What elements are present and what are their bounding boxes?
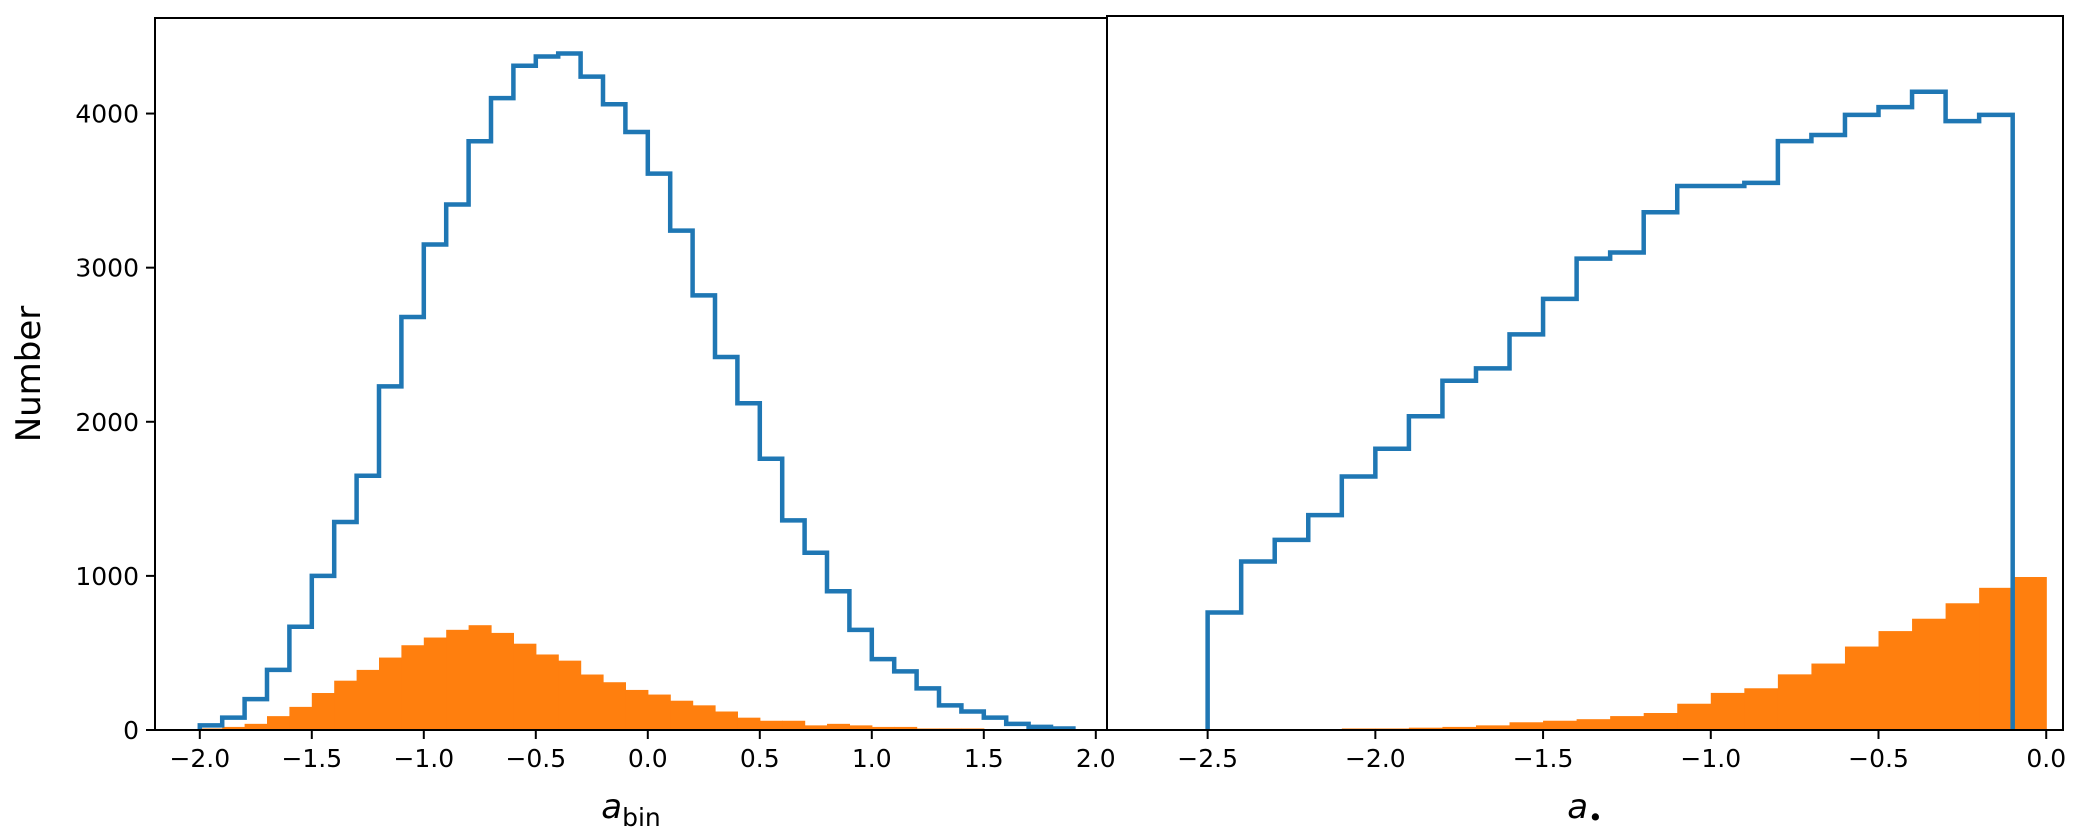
histogram-bar xyxy=(267,716,290,730)
x-axis-label-subscript: • xyxy=(1588,803,1603,832)
x-tick-label: −1.0 xyxy=(1680,744,1741,773)
x-tick-label: 1.5 xyxy=(964,744,1004,773)
histogram-bar xyxy=(1744,688,1779,730)
histogram-bar xyxy=(1777,674,1813,730)
histogram-bar xyxy=(871,726,895,730)
x-axis-label-main: a xyxy=(1567,787,1588,827)
x-tick-label: −2.0 xyxy=(1345,744,1406,773)
histogram-bar xyxy=(446,629,470,730)
x-axis-label: abin xyxy=(601,787,661,832)
histogram-bar xyxy=(1844,646,1880,730)
x-tick-label: 1.0 xyxy=(852,744,892,773)
right-histogram-panel: −2.5 −2.0 −1.5 −1.0 −0.5 0.0 a• xyxy=(1106,15,2066,832)
histogram-bar xyxy=(647,694,671,730)
histogram-bar xyxy=(1475,725,1511,730)
histogram-bar xyxy=(894,726,918,730)
x-axis-label-main: a xyxy=(601,787,622,827)
histogram-bar xyxy=(1710,692,1745,730)
histogram-bar xyxy=(625,689,649,730)
histogram-bar xyxy=(827,723,850,730)
y-tick-label: 1000 xyxy=(75,562,139,591)
histogram-bar xyxy=(580,674,604,730)
histogram-bar xyxy=(222,726,246,730)
x-tick-label: −1.5 xyxy=(1513,744,1574,773)
histogram-bar xyxy=(782,720,806,730)
histogram-bar xyxy=(1610,716,1645,730)
histogram-bar xyxy=(670,700,694,730)
histogram-bar xyxy=(1408,727,1444,730)
histogram-bar xyxy=(491,632,514,730)
histogram-bar xyxy=(737,717,761,730)
histogram-bar xyxy=(1912,618,1947,730)
histogram-bar xyxy=(603,682,626,730)
x-tick-label: −1.0 xyxy=(393,744,454,773)
histogram-bar xyxy=(423,637,447,730)
histogram-bar xyxy=(759,720,783,730)
histogram-bar xyxy=(513,643,537,730)
histogram-step-line xyxy=(1205,89,2015,730)
histogram-bar xyxy=(1878,631,1913,730)
x-axis-label: a• xyxy=(1567,787,1603,832)
x-tick-label: −1.5 xyxy=(281,744,342,773)
axes-frame xyxy=(154,17,1108,731)
histogram-bar xyxy=(1979,587,2014,730)
x-axis-label-subscript: bin xyxy=(622,803,661,832)
axes-frame xyxy=(1106,15,2064,731)
left-histogram-panel: −2.0 −1.5 −1.0 −0.5 0.0 0.5 1.0 1.5 2.0 0 1000 2000… xyxy=(9,17,1116,832)
x-tick-label: −0.5 xyxy=(505,744,566,773)
histogram-bar xyxy=(1442,726,1477,730)
x-tick-label: 2.0 xyxy=(1076,744,1116,773)
y-tick-label: 4000 xyxy=(75,100,139,129)
histogram-bar xyxy=(2012,577,2047,730)
histogram-bar xyxy=(1811,663,1846,730)
histogram-bar xyxy=(311,693,335,730)
histogram-bar xyxy=(849,725,873,730)
histogram-bar xyxy=(1543,720,1578,730)
y-tick-label: 3000 xyxy=(75,254,139,283)
histogram-bar xyxy=(558,660,582,730)
histogram-bar xyxy=(356,669,380,730)
y-tick-label: 2000 xyxy=(75,408,139,437)
histogram-bar xyxy=(1945,603,1980,730)
histogram-bar xyxy=(692,705,716,730)
x-tick-label: 0.0 xyxy=(628,744,668,773)
histogram-bar xyxy=(1576,719,1611,730)
histogram-bar xyxy=(1677,703,1712,730)
histogram-bar xyxy=(401,645,425,730)
x-tick-label: −0.5 xyxy=(1848,744,1909,773)
histogram-bar xyxy=(715,711,738,730)
histogram-bar xyxy=(244,723,268,730)
histogram-bar xyxy=(804,725,828,730)
histogram-bar xyxy=(379,657,402,730)
histogram-bar xyxy=(535,654,559,730)
histogram-bar xyxy=(1643,713,1678,730)
x-tick-label: 0.0 xyxy=(2026,744,2066,773)
x-tick-label: −2.0 xyxy=(169,744,230,773)
x-tick-label: 0.5 xyxy=(740,744,780,773)
y-tick-label: 0 xyxy=(123,716,139,745)
histogram-bar xyxy=(334,680,358,730)
histogram-step-line xyxy=(197,51,1076,731)
x-tick-label: −2.5 xyxy=(1177,744,1238,773)
histogram-bar xyxy=(289,706,313,730)
histogram-bar xyxy=(468,625,492,730)
y-axis-label: Number xyxy=(9,306,49,443)
histogram-bar xyxy=(1509,722,1544,730)
